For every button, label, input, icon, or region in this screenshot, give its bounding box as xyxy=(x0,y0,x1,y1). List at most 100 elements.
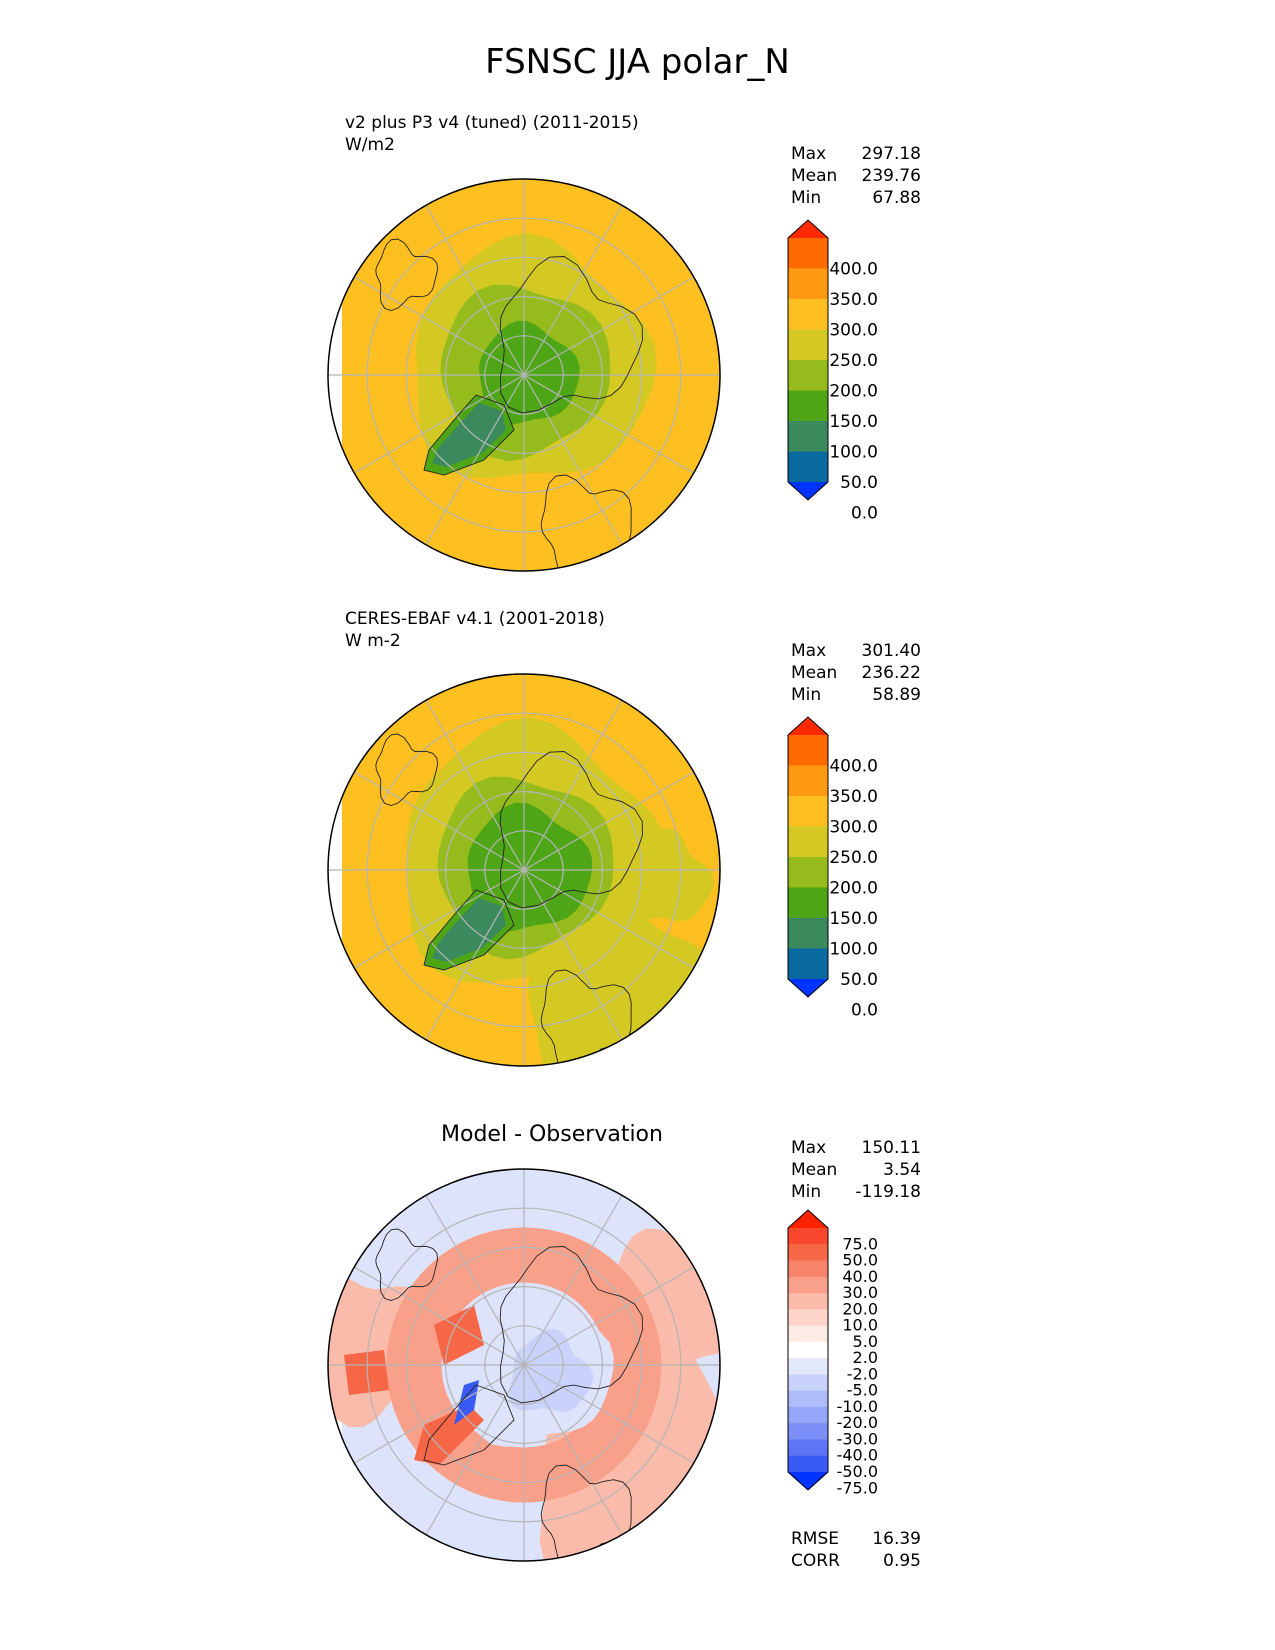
colorbar-outline xyxy=(787,716,829,998)
coastline-europe xyxy=(540,1464,632,1561)
stat-value: 301.40 xyxy=(861,641,921,661)
obs-panel-title: CERES-EBAF v4.1 (2001-2018) xyxy=(345,609,605,629)
colorbar-band xyxy=(788,918,828,949)
colorbar-extend-top xyxy=(788,220,828,238)
metric-label: RMSE xyxy=(791,1529,840,1549)
colorbar-band xyxy=(788,1423,828,1440)
meridian-line xyxy=(353,1364,525,1464)
metric-value: 16.39 xyxy=(872,1529,921,1549)
colorbar-tick-label: 250.0 xyxy=(829,351,878,371)
model-polar-map xyxy=(327,178,721,572)
colorbar-band xyxy=(788,1325,828,1343)
colorbar-tick-label: 100.0 xyxy=(829,443,878,463)
colorbar-band xyxy=(788,1309,828,1326)
colorbar-tick-label: 40.0 xyxy=(842,1267,878,1286)
diff-polar-map xyxy=(327,1168,721,1562)
map-boundary xyxy=(327,178,721,572)
colorbar-band xyxy=(788,948,828,980)
colorbar-band xyxy=(788,735,828,766)
meridian-line xyxy=(523,204,623,376)
colorbar-extend-bottom xyxy=(788,979,828,997)
stat-value: 297.18 xyxy=(861,144,921,164)
meridian-line xyxy=(353,771,525,871)
stat-label: Min xyxy=(791,1182,822,1202)
meridian-line xyxy=(523,374,695,474)
colorbar-tick-label: 30.0 xyxy=(842,1283,878,1302)
colorbar-band xyxy=(788,1276,828,1294)
coastline-alaska xyxy=(375,238,439,311)
coastline-alaska xyxy=(375,1228,439,1301)
coastlines xyxy=(375,733,643,1066)
colorbar-tick-label: 0.0 xyxy=(851,504,878,524)
colorbar-tick-label: -30.0 xyxy=(837,1429,878,1448)
model-stats: Max 297.18 Mean 239.76 Min 67.88 xyxy=(791,143,921,209)
colorbar-band xyxy=(788,1293,828,1310)
colorbar-band xyxy=(788,857,828,888)
diff-stats: Max 150.11 Mean 3.54 Min -119.18 xyxy=(791,1137,921,1203)
colorbar-tick-label: 10.0 xyxy=(842,1316,878,1335)
colorbar-tick-label: 400.0 xyxy=(829,757,878,777)
field-region xyxy=(344,1350,389,1395)
diff-panel-title: Model - Observation xyxy=(441,1122,663,1147)
meridian-line xyxy=(523,869,695,969)
meridian-line xyxy=(523,1266,695,1366)
metric-value: 0.95 xyxy=(883,1551,921,1571)
coastline-greenland xyxy=(423,1384,515,1466)
meridian-line xyxy=(523,1364,623,1536)
colorbar-band xyxy=(788,1227,828,1228)
diff-metrics: RMSE 16.39 CORR 0.95 xyxy=(791,1528,921,1572)
greenland-ice xyxy=(432,403,506,467)
colorbar-tick-label: 150.0 xyxy=(829,412,878,432)
colorbar-band xyxy=(788,1244,828,1261)
map-field xyxy=(328,179,720,571)
colorbar-band xyxy=(788,1455,828,1473)
meridian-line xyxy=(523,869,623,1041)
stat-label: Mean xyxy=(791,663,838,683)
field-region xyxy=(454,1380,479,1425)
colorbar-extend-top xyxy=(788,717,828,735)
colorbar-tick-label: -75.0 xyxy=(837,1478,878,1497)
colorbar-tick-label: -10.0 xyxy=(837,1397,878,1416)
meridian-line xyxy=(353,1266,525,1366)
coastline-greenland xyxy=(423,889,515,971)
colorbar-tick-label: 150.0 xyxy=(829,909,878,929)
colorbar-tick-label: -40.0 xyxy=(837,1446,878,1465)
figure-title: FSNSC JJA polar_N xyxy=(485,42,790,82)
colorbar-band xyxy=(788,734,828,735)
colorbar-band xyxy=(788,1358,828,1375)
map-boundary xyxy=(327,673,721,1067)
colorbar-band xyxy=(788,268,828,300)
colorbar-tick-label: 250.0 xyxy=(829,848,878,868)
model-panel-units: W/m2 xyxy=(345,135,395,155)
colorbar-tick-label: 350.0 xyxy=(829,290,878,310)
colorbar-band xyxy=(788,1406,828,1424)
colorbar-tick-label: 300.0 xyxy=(829,818,878,838)
meridian-line xyxy=(425,374,525,546)
meridian-line xyxy=(353,276,525,376)
colorbar-band xyxy=(788,1260,828,1278)
meridian-line xyxy=(523,771,695,871)
stat-value: -119.18 xyxy=(855,1182,921,1202)
stat-value: 58.89 xyxy=(872,685,921,705)
meridian-line xyxy=(523,374,623,546)
graticule xyxy=(328,674,720,1066)
colorbar-band xyxy=(788,1439,828,1457)
coastline-europe xyxy=(540,474,632,571)
colorbar-tick-label: -20.0 xyxy=(837,1413,878,1432)
colorbar-band xyxy=(788,390,828,422)
model-colorbar: 400.0 350.0 300.0 250.0 200.0 150.0 100.0 50.0 0… xyxy=(787,219,878,524)
coastline-greenland xyxy=(423,394,515,476)
stat-label: Mean xyxy=(791,166,838,186)
colorbar-band xyxy=(788,451,828,483)
model-panel-title: v2 plus P3 v4 (tuned) (2011-2015) xyxy=(345,113,639,133)
colorbar-band xyxy=(788,421,828,452)
colorbar-tick-label: -2.0 xyxy=(847,1364,878,1383)
meridian-line xyxy=(523,699,623,871)
colorbar-tick-label: 100.0 xyxy=(829,940,878,960)
coastline-alaska xyxy=(375,733,439,806)
stat-value: 236.22 xyxy=(861,663,921,683)
colorbar-band xyxy=(788,360,828,391)
meridian-line xyxy=(425,699,525,871)
field-region xyxy=(414,1405,484,1465)
map-boundary xyxy=(327,1168,721,1562)
